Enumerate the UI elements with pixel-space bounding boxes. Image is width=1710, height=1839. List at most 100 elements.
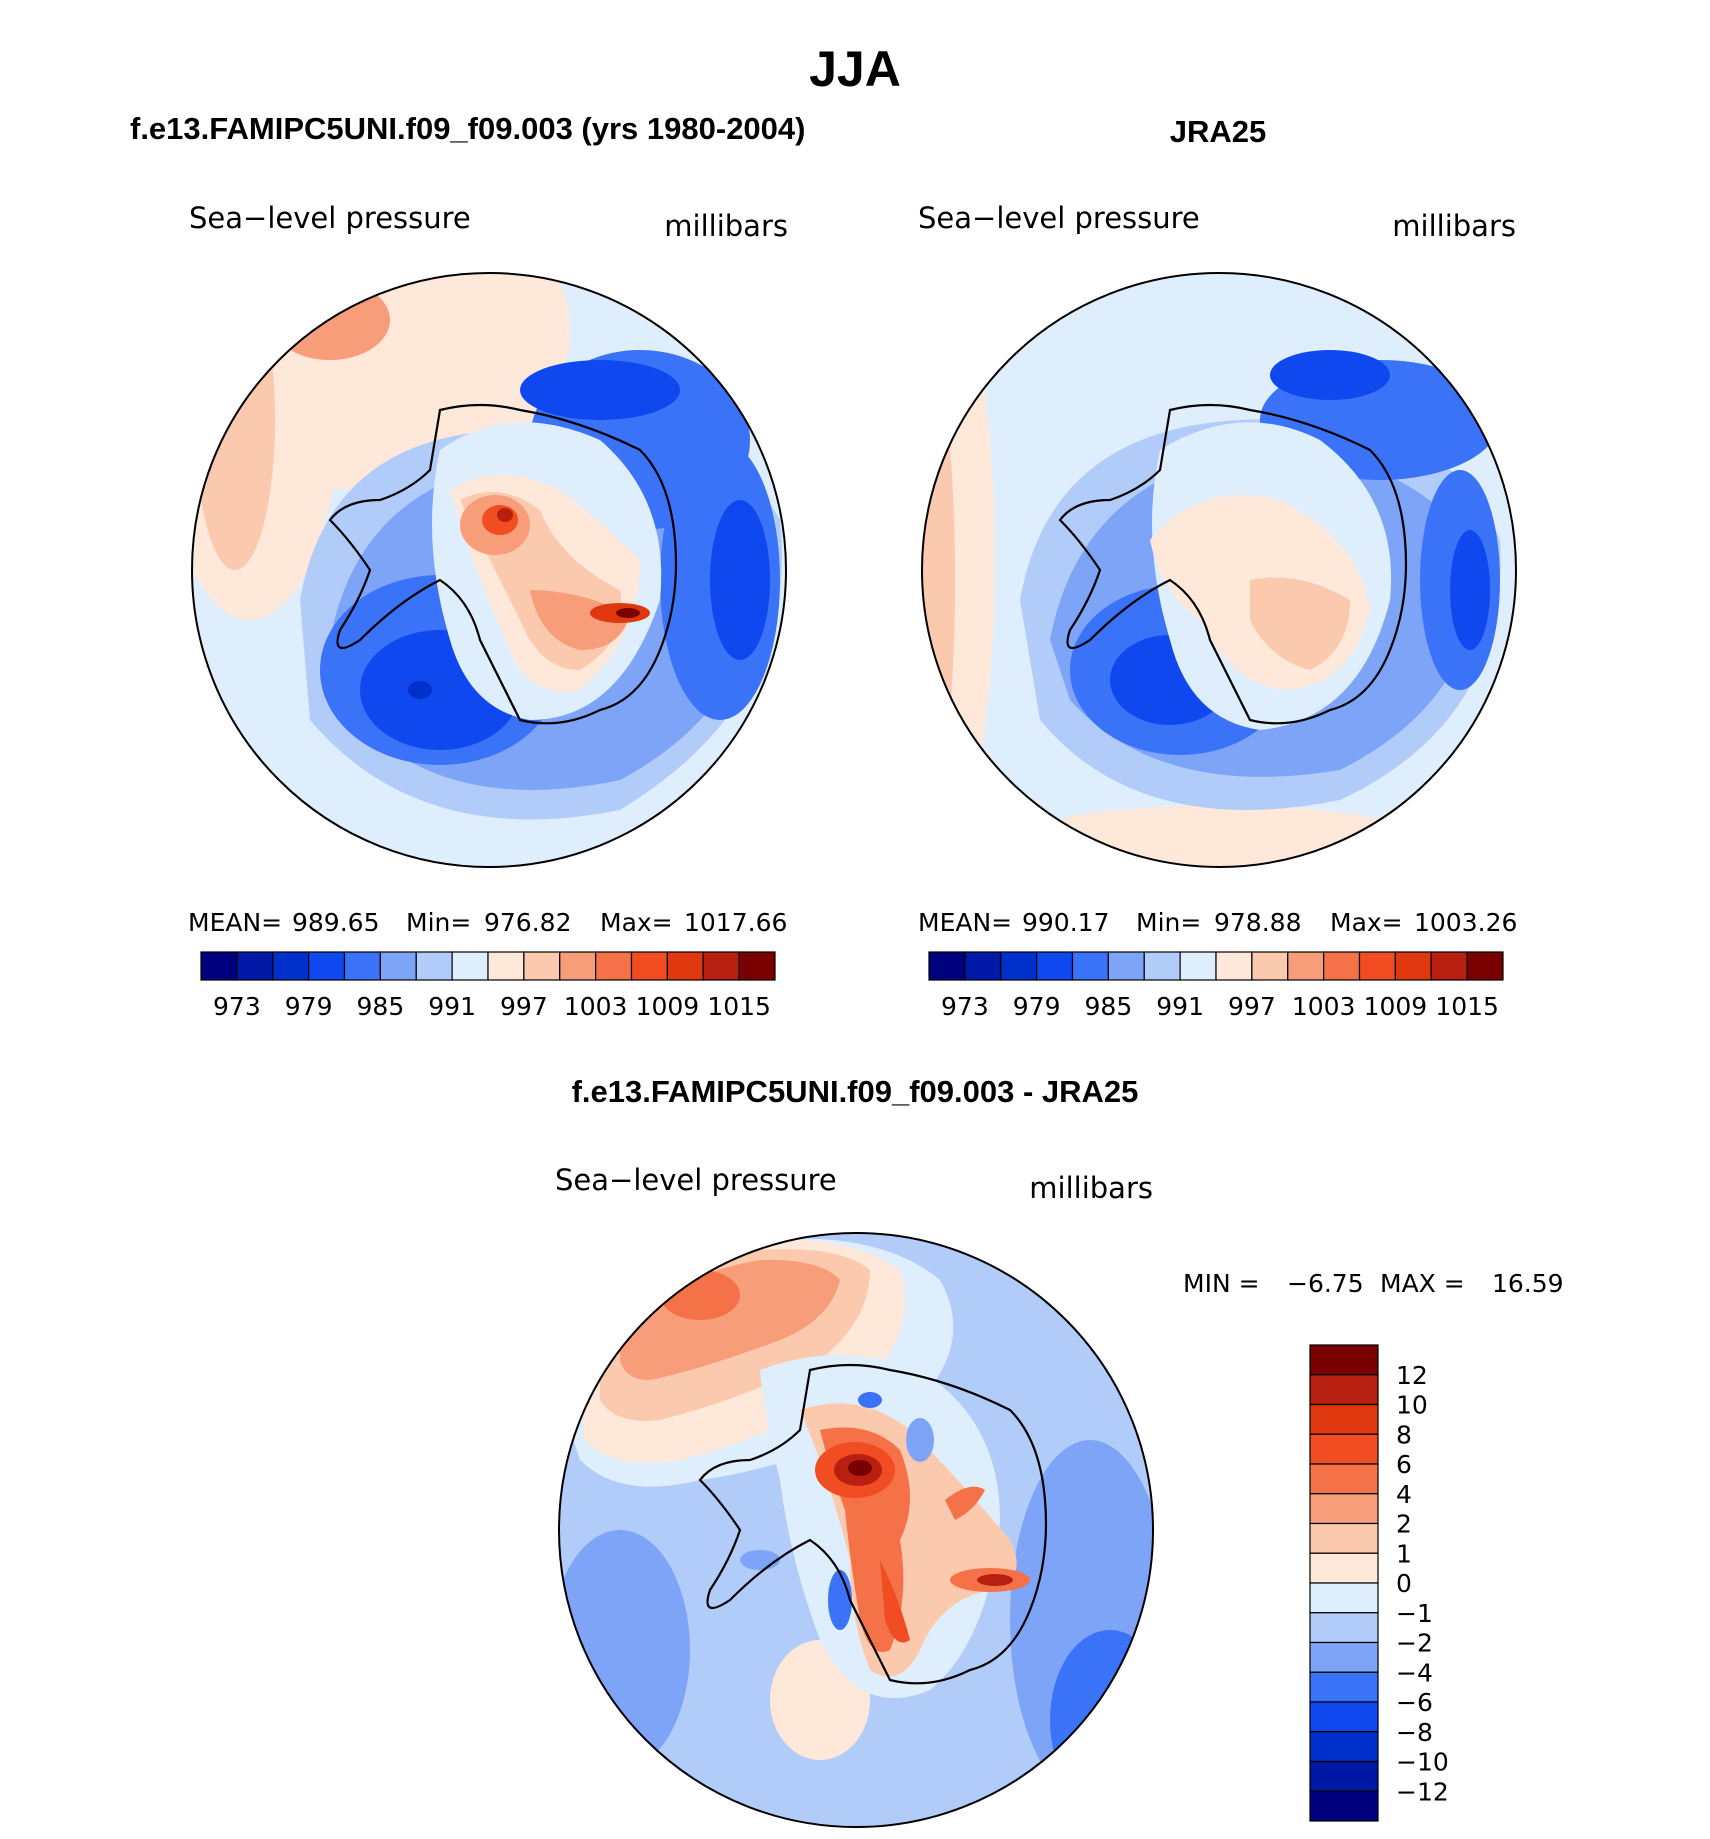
coastline-difference xyxy=(698,1363,1048,1685)
colorbar-tick-label: 979 xyxy=(1013,992,1061,1021)
colorbar-tick-label: 979 xyxy=(285,992,333,1021)
panel-title-observations: JRA25 xyxy=(1170,114,1267,149)
colorbar-swatch xyxy=(1107,951,1145,981)
panel-model: f.e13.FAMIPC5UNI.f09_f09.003 (yrs 1980-2… xyxy=(130,111,805,1021)
colorbar-tick-label: 2 xyxy=(1396,1510,1412,1539)
colorbar-tick-label: −6 xyxy=(1396,1688,1433,1717)
colorbar-labels-model: 973 979 985 991 997 1003 1009 1015 xyxy=(213,992,771,1021)
colorbar-swatch xyxy=(451,951,489,981)
max-label-model: Max= xyxy=(600,908,673,937)
colorbar-swatch xyxy=(1309,1731,1379,1763)
colorbar-difference xyxy=(1309,1344,1379,1822)
colorbar-tick-label: 12 xyxy=(1396,1361,1428,1390)
min-label-model: Min= xyxy=(406,908,471,937)
figure-title: JJA xyxy=(809,41,901,97)
colorbar-swatch xyxy=(236,951,274,981)
panel-difference: f.e13.FAMIPC5UNI.f09_f09.003 - JRA25 Sea… xyxy=(555,1074,1564,1828)
colorbar-tick-label: −10 xyxy=(1396,1748,1449,1777)
colorbar-swatch xyxy=(343,951,381,981)
max-value-model: 1017.66 xyxy=(684,908,787,937)
colorbar-tick-label: 1015 xyxy=(707,992,771,1021)
colorbar-swatch xyxy=(1309,1582,1379,1614)
colorbar-swatch xyxy=(1215,951,1253,981)
variable-label-model: Sea−level pressure xyxy=(189,201,471,235)
colorbar-swatch xyxy=(666,951,704,981)
colorbar-tick-label: 1009 xyxy=(1364,992,1428,1021)
mean-value-model: 989.65 xyxy=(292,908,379,937)
colorbar-observations xyxy=(928,951,1504,981)
map-boundary-difference xyxy=(558,1232,1154,1828)
colorbar-tick-label: 1015 xyxy=(1435,992,1499,1021)
colorbar-swatch xyxy=(1430,951,1468,981)
colorbar-tick-label: 997 xyxy=(1228,992,1276,1021)
colorbar-swatch xyxy=(379,951,417,981)
colorbar-swatch xyxy=(1309,1760,1379,1792)
min-label-difference: MIN = xyxy=(1183,1269,1260,1298)
colorbar-swatch xyxy=(1309,1463,1379,1495)
colorbar-tick-label: 985 xyxy=(357,992,405,1021)
colorbar-swatch xyxy=(308,951,346,981)
colorbar-tick-label: −4 xyxy=(1396,1658,1433,1687)
min-label-observations: Min= xyxy=(1136,908,1201,937)
min-value-difference: −6.75 xyxy=(1287,1269,1364,1298)
colorbar-swatch xyxy=(1287,951,1325,981)
panel-title-model: f.e13.FAMIPC5UNI.f09_f09.003 (yrs 1980-2… xyxy=(130,111,805,146)
colorbar-swatch xyxy=(1309,1701,1379,1733)
colorbar-swatch xyxy=(1309,1552,1379,1584)
colorbar-swatch xyxy=(487,951,525,981)
colorbar-swatch xyxy=(1309,1790,1379,1822)
colorbar-swatch xyxy=(1036,951,1074,981)
colorbar-swatch xyxy=(1309,1433,1379,1465)
colorbar-tick-label: −2 xyxy=(1396,1629,1433,1658)
map-boundary-observations xyxy=(921,272,1517,868)
variable-label-observations: Sea−level pressure xyxy=(918,201,1200,235)
colorbar-swatch xyxy=(1323,951,1361,981)
coastline-observations xyxy=(1058,403,1408,725)
colorbar-swatch xyxy=(1309,1493,1379,1525)
colorbar-swatch xyxy=(964,951,1002,981)
colorbar-tick-label: 985 xyxy=(1085,992,1133,1021)
colorbar-tick-label: 6 xyxy=(1396,1450,1412,1479)
colorbar-tick-label: 973 xyxy=(941,992,989,1021)
units-label-observations: millibars xyxy=(1392,209,1516,243)
colorbar-swatch xyxy=(1143,951,1181,981)
colorbar-tick-label: 991 xyxy=(428,992,476,1021)
max-label-difference: MAX = xyxy=(1380,1269,1465,1298)
colorbar-tick-label: −1 xyxy=(1396,1599,1433,1628)
min-value-model: 976.82 xyxy=(484,908,571,937)
colorbar-swatch xyxy=(1071,951,1109,981)
colorbar-tick-label: 1003 xyxy=(1292,992,1356,1021)
mean-value-observations: 990.17 xyxy=(1022,908,1109,937)
colorbar-swatch xyxy=(595,951,633,981)
mean-label-observations: MEAN= xyxy=(918,908,1012,937)
colorbar-tick-label: 997 xyxy=(500,992,548,1021)
colorbar-swatch xyxy=(1309,1671,1379,1703)
colorbar-tick-label: −12 xyxy=(1396,1777,1449,1806)
max-value-observations: 1003.26 xyxy=(1414,908,1517,937)
colorbar-swatch xyxy=(1309,1344,1379,1376)
colorbar-swatch xyxy=(272,951,310,981)
colorbar-tick-label: 1 xyxy=(1396,1539,1412,1568)
max-label-observations: Max= xyxy=(1330,908,1403,937)
colorbar-swatch xyxy=(1309,1612,1379,1644)
colorbar-swatch xyxy=(1000,951,1038,981)
colorbar-tick-label: 1009 xyxy=(636,992,700,1021)
colorbar-swatch xyxy=(1394,951,1432,981)
colorbar-tick-label: 4 xyxy=(1396,1480,1412,1509)
units-label-difference: millibars xyxy=(1029,1171,1153,1205)
colorbar-swatch xyxy=(702,951,740,981)
colorbar-model xyxy=(200,951,776,981)
colorbar-swatch xyxy=(630,951,668,981)
map-boundary-model xyxy=(191,272,787,868)
colorbar-swatch xyxy=(928,951,966,981)
colorbar-tick-label: 10 xyxy=(1396,1391,1428,1420)
map-fill-observations xyxy=(922,273,1516,867)
colorbar-swatch xyxy=(1358,951,1396,981)
min-value-observations: 978.88 xyxy=(1214,908,1301,937)
map-fill-model xyxy=(192,273,786,867)
colorbar-swatch xyxy=(1309,1374,1379,1406)
mean-label-model: MEAN= xyxy=(188,908,282,937)
colorbar-tick-label: 8 xyxy=(1396,1420,1412,1449)
